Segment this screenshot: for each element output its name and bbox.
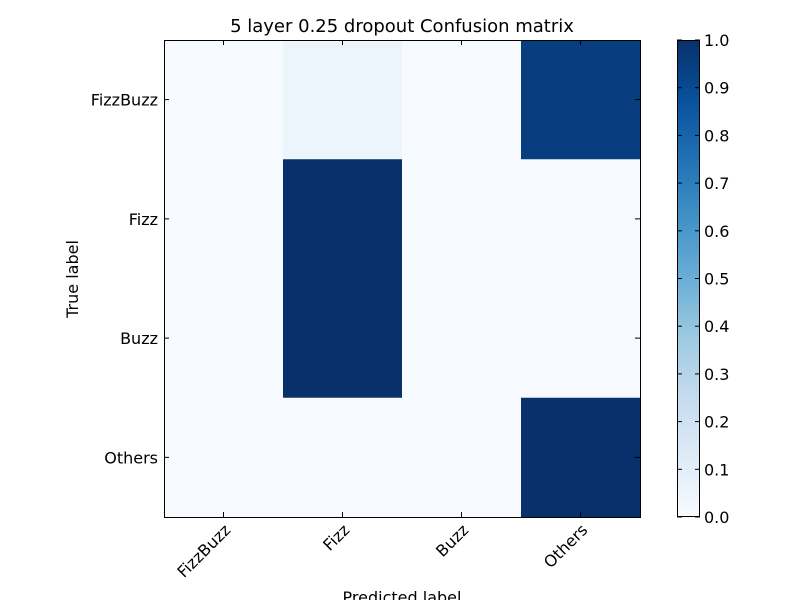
colorbar-tick-label: 0.9 (704, 79, 729, 98)
heatmap-cell (164, 397, 284, 518)
colorbar-tick-label: 0.2 (704, 413, 729, 432)
colorbar-tick-label: 0.6 (704, 222, 729, 241)
x-axis-label: Predicted label (343, 588, 462, 600)
colorbar-tick-label: 0.4 (704, 317, 729, 336)
y-tick-label: FizzBuzz (91, 91, 158, 110)
chart-title: 5 layer 0.25 dropout Confusion matrix (230, 16, 574, 37)
colorbar-tick-label: 0.7 (704, 174, 729, 193)
x-tick-label: Fizz (319, 520, 353, 554)
heatmap-cell (521, 278, 641, 399)
heatmap-cells (164, 40, 641, 518)
heatmap-cell (283, 278, 403, 399)
plot-frame (164, 40, 641, 518)
heatmap-cell (521, 159, 641, 279)
colorbar-tick-label: 0.1 (704, 460, 729, 479)
heatmap-cell (521, 397, 641, 518)
x-tick-label: FizzBuzz (173, 520, 234, 581)
heatmap-cell (283, 159, 403, 279)
colorbar-tick-label: 0.3 (704, 365, 729, 384)
y-tick-label: Others (104, 448, 158, 467)
heatmap-cell (164, 159, 284, 279)
heatmap-cell (402, 159, 522, 279)
colorbar-tick-label: 0.0 (704, 508, 729, 527)
heatmap-cell (402, 397, 522, 518)
colorbar-tick-label: 1.0 (704, 31, 729, 50)
heatmap-cell (521, 40, 641, 160)
heatmap-cell (402, 40, 522, 160)
y-axis-label: True label (63, 240, 82, 319)
colorbar-tick-label: 0.8 (704, 126, 729, 145)
x-tick-label: Buzz (432, 520, 472, 560)
heatmap-cell (164, 278, 284, 399)
y-tick-label: Fizz (129, 210, 158, 229)
heatmap-cell (402, 278, 522, 399)
colorbar-ticks: 0.0 0.1 0.2 0.3 0.4 0.5 0.6 0.7 0.8 0.9 1.0 (677, 31, 729, 527)
colorbar (677, 40, 700, 517)
heatmap-cell (283, 397, 403, 518)
x-tick-label: Others (540, 520, 591, 571)
heatmap-cell (283, 40, 403, 160)
y-tick-label: Buzz (120, 329, 158, 348)
heatmap-cell (164, 40, 284, 160)
colorbar-tick-label: 0.5 (704, 270, 729, 289)
